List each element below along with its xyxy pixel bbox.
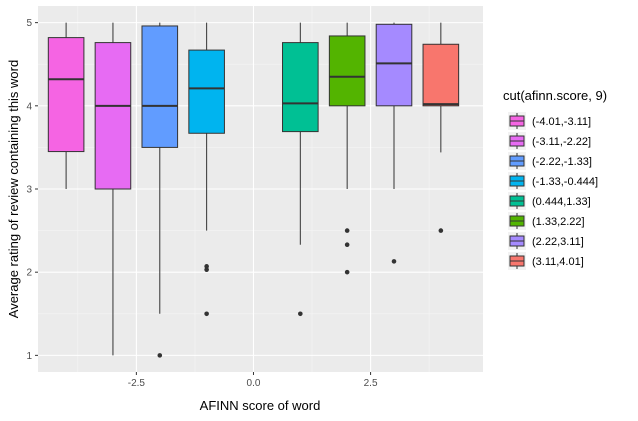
legend-item: (2.22,3.11] <box>508 232 584 250</box>
legend-label: (1.33,2.22] <box>532 216 585 228</box>
box-4 <box>422 22 460 233</box>
outlier-point <box>204 267 209 272</box>
legend-item: (0.444,1.33] <box>508 192 591 210</box>
y-axis-title: Average rating of review containing this… <box>6 60 21 318</box>
legend-label: (2.22,3.11] <box>532 236 584 248</box>
y-tick-label: 1 <box>26 351 32 362</box>
legend-label: (-2.22,-1.33] <box>532 156 592 168</box>
outlier-point <box>344 242 350 248</box>
legend-title: cut(afinn.score, 9) <box>503 88 607 103</box>
legend-item: (1.33,2.22] <box>508 212 585 230</box>
box--3 <box>94 22 132 356</box>
box--1 <box>188 22 225 317</box>
box-iqr <box>282 42 319 133</box>
y-axis: 1 2 3 4 5 <box>26 18 38 362</box>
legend-label: (0.444,1.33] <box>532 196 591 208</box>
outlier-point <box>438 228 444 233</box>
legend-item: (3.11,4.01] <box>508 252 584 270</box>
outlier-point <box>204 311 209 317</box>
outlier-point <box>204 264 209 269</box>
box-2 <box>328 22 366 275</box>
box-iqr <box>188 49 225 134</box>
boxes <box>47 22 460 358</box>
box-iqr <box>47 37 85 153</box>
box--2 <box>141 22 179 358</box>
box-iqr <box>94 42 132 190</box>
x-tick-label: 2.5 <box>364 378 378 389</box>
legend: cut(afinn.score, 9) (-4.01,-3.11] (-3.11,… <box>503 88 607 270</box>
grid-major <box>38 6 483 372</box>
y-tick-label: 4 <box>26 101 32 112</box>
y-tick-label: 5 <box>26 18 32 29</box>
legend-label: (-3.11,-2.22] <box>532 136 591 148</box>
legend-item: (-1.33,-0.444] <box>508 172 598 190</box>
outlier-point <box>157 353 163 358</box>
box-iqr <box>422 43 460 107</box>
box-iqr <box>141 25 179 148</box>
box--4 <box>47 22 85 189</box>
outlier-point <box>298 311 303 317</box>
outlier-point <box>391 259 397 264</box>
legend-label: (-1.33,-0.444] <box>532 176 598 188</box>
y-tick-label: 2 <box>26 268 32 279</box>
x-tick-label: 0.0 <box>247 378 261 389</box>
box-3 <box>375 22 413 264</box>
legend-item: (-2.22,-1.33] <box>508 152 592 170</box>
y-tick-label: 3 <box>26 185 32 196</box>
box-iqr <box>328 35 366 107</box>
legend-label: (3.11,4.01] <box>532 256 584 268</box>
outlier-point <box>344 228 350 233</box>
x-tick-label: -2.5 <box>128 378 146 389</box>
x-axis-title: AFINN score of word <box>200 398 321 413</box>
legend-item: (-4.01,-3.11] <box>508 112 591 130</box>
outlier-point <box>344 269 350 275</box>
x-axis: -2.5 0.0 2.5 <box>128 372 378 389</box>
box-1 <box>282 22 319 317</box>
box-iqr <box>375 23 413 107</box>
legend-label: (-4.01,-3.11] <box>532 116 591 128</box>
legend-item: (-3.11,-2.22] <box>508 132 591 150</box>
